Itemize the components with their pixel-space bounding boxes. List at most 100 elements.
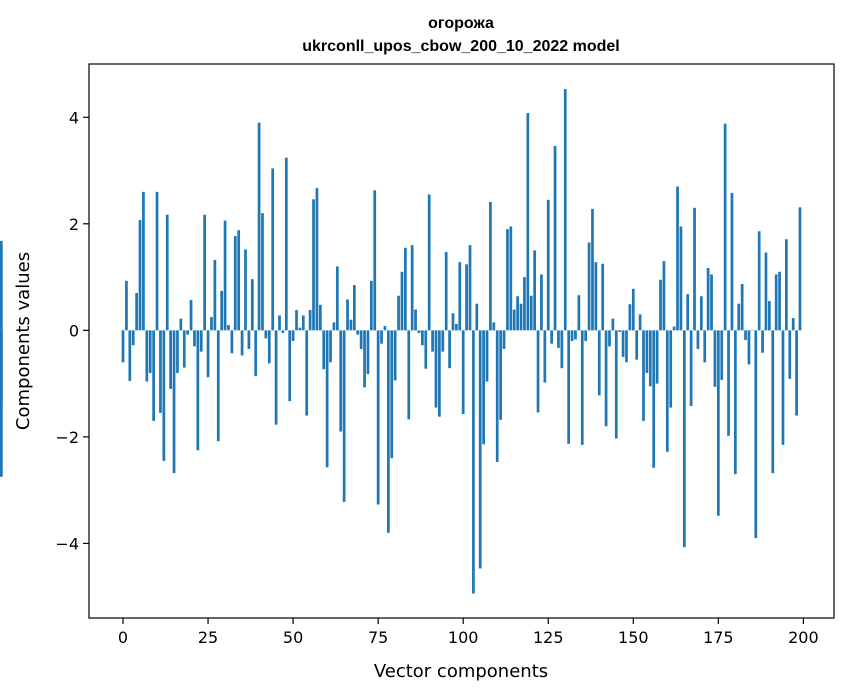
- x-tick-label: 175: [703, 628, 734, 647]
- bar-155: [648, 330, 652, 387]
- bar-23: [199, 330, 203, 352]
- bar-142: [604, 330, 608, 427]
- bar-198: [795, 330, 798, 416]
- bar-99: [458, 262, 462, 331]
- bar-48: [284, 157, 288, 331]
- bar-126: [550, 330, 554, 344]
- bar-24: [203, 214, 207, 331]
- bar-95: [444, 252, 448, 331]
- bar-73: [369, 280, 373, 331]
- bar-107: [485, 330, 489, 382]
- bar-171: [703, 330, 707, 363]
- bar-172: [706, 268, 710, 331]
- bar-92: [434, 330, 438, 408]
- bar-69: [356, 330, 360, 335]
- bar-132: [570, 330, 574, 341]
- chart-subtitle: ukrconll_upos_cbow_200_10_2022 model: [302, 38, 619, 55]
- bar-177: [723, 123, 727, 331]
- bar-153: [642, 330, 645, 421]
- bar-166: [686, 294, 690, 331]
- bar-53: [301, 315, 305, 331]
- x-axis-ticks: 0 25 50 75 100 125 150 175 200: [118, 618, 819, 647]
- bar-188: [761, 330, 764, 353]
- bar-35: [240, 330, 244, 356]
- bar-9: [152, 330, 155, 421]
- bar-25: [206, 330, 210, 378]
- bar-41: [261, 213, 264, 331]
- bar-86: [414, 309, 417, 331]
- bar-45: [274, 330, 278, 425]
- bar-136: [584, 330, 588, 341]
- bar-74: [373, 190, 377, 331]
- bar-20: [189, 299, 193, 331]
- bar-193: [778, 271, 781, 331]
- bar-59: [322, 330, 326, 370]
- bar-121: [533, 250, 536, 331]
- bar-102: [468, 245, 472, 331]
- bar-21: [193, 330, 196, 347]
- bar-12: [162, 330, 166, 461]
- bar-1: [125, 280, 128, 331]
- bar-77: [383, 326, 387, 331]
- bar-135: [580, 330, 584, 445]
- bar-67: [349, 319, 353, 331]
- bar-43: [267, 330, 271, 364]
- bar-78: [387, 330, 390, 533]
- x-tick-label: 75: [368, 628, 388, 647]
- bar-97: [451, 313, 455, 331]
- bar-70: [359, 330, 363, 349]
- bar-61: [329, 330, 332, 363]
- bar-33: [233, 236, 237, 331]
- bar-98: [455, 323, 458, 331]
- bar-147: [621, 330, 625, 357]
- bar-105: [478, 330, 482, 569]
- bar-32: [230, 330, 234, 354]
- bar-16: [176, 330, 179, 373]
- bar-134: [577, 295, 581, 331]
- bar-168: [693, 207, 696, 331]
- bar-159: [662, 261, 666, 331]
- bar-149: [628, 304, 632, 331]
- bar-28: [216, 330, 220, 442]
- bars-group: [0, 89, 802, 594]
- bar-112: [502, 330, 506, 349]
- bar-173: [710, 274, 713, 331]
- bar-17: [179, 318, 183, 331]
- bar-18: [182, 330, 186, 368]
- bar-139: [594, 262, 598, 331]
- bar-146: [618, 330, 622, 332]
- bar-190: [768, 301, 771, 331]
- bar-196: [788, 330, 792, 379]
- bar-66: [346, 299, 349, 331]
- y-axis-ticks: −4 −2 0 2 4: [55, 108, 89, 553]
- bar-128: [557, 330, 560, 348]
- bar-79: [390, 330, 394, 459]
- bar-96: [448, 330, 451, 369]
- bar-0: [121, 330, 125, 363]
- bar-55: [308, 310, 312, 331]
- y-tick-label: 4: [69, 108, 79, 127]
- bar-100: [461, 330, 465, 414]
- bar-180: [733, 330, 737, 475]
- x-axis-label: Vector components: [374, 661, 548, 682]
- bar-145: [614, 330, 618, 439]
- x-tick-label: 125: [533, 628, 564, 647]
- chart-title: огорожа: [428, 15, 494, 32]
- bar-87: [417, 330, 421, 334]
- bar-101: [465, 264, 468, 331]
- bar-169: [696, 330, 700, 349]
- bar-84: [407, 330, 411, 420]
- bar-37: [247, 330, 251, 349]
- bar-40: [257, 122, 261, 331]
- x-tick-label: 50: [283, 628, 303, 647]
- bar-162: [672, 326, 676, 331]
- bar-122: [536, 330, 540, 413]
- y-tick-label: −4: [55, 534, 79, 553]
- bar-64: [339, 330, 343, 432]
- bar-157: [655, 330, 659, 384]
- bar-85: [410, 245, 414, 331]
- bar-104: [475, 303, 479, 331]
- bar-111: [499, 330, 502, 420]
- bar-89: [424, 330, 428, 369]
- bar-27: [213, 260, 217, 331]
